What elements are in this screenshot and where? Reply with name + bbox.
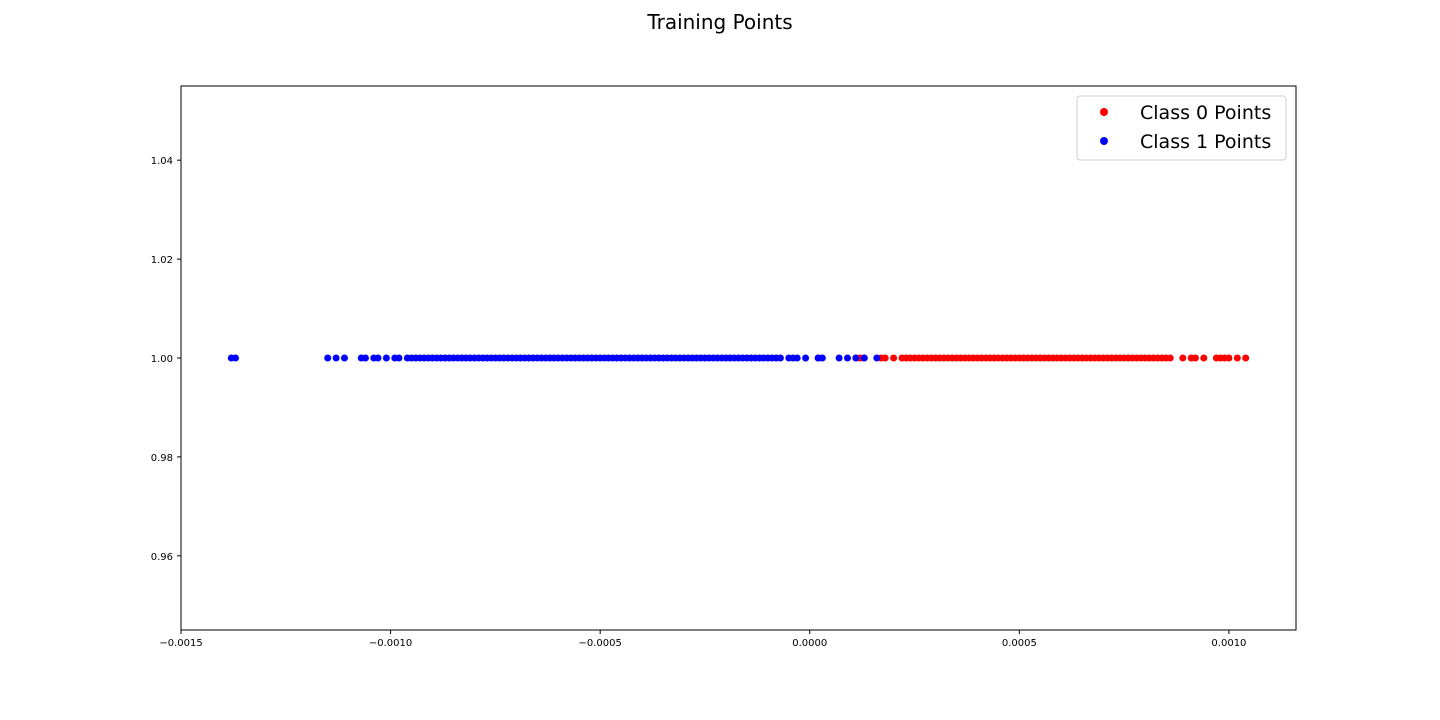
class-1-point (818, 354, 826, 362)
class-1-point (776, 354, 784, 362)
class-0-point (890, 354, 898, 362)
class-1-point (860, 354, 868, 362)
class-1-point (852, 354, 860, 362)
legend-marker-class-0 (1100, 108, 1108, 116)
x-tick-label: −0.0005 (578, 638, 621, 649)
x-tick-label: 0.0000 (792, 638, 827, 649)
plot-area-frame (180, 85, 1297, 631)
class-1-point (873, 354, 881, 362)
y-tick-label: 0.98 (151, 453, 173, 464)
class-1-point (374, 354, 382, 362)
class-1-point (793, 354, 801, 362)
class-1-point (332, 354, 340, 362)
data-points (227, 354, 1250, 362)
class-1-point (231, 354, 239, 362)
class-0-point (881, 354, 889, 362)
class-0-point (1242, 354, 1250, 362)
class-1-point (835, 354, 843, 362)
x-tick-label: −0.0015 (159, 638, 202, 649)
class-1-point (340, 354, 348, 362)
legend-label-class-1: Class 1 Points (1140, 131, 1271, 153)
x-tick-label: 0.0010 (1211, 638, 1246, 649)
y-tick-label: 1.00 (151, 354, 173, 365)
class-1-point (324, 354, 332, 362)
x-tick-label: 0.0005 (1002, 638, 1037, 649)
legend-box (1076, 95, 1287, 161)
class-0-point (1166, 354, 1174, 362)
class-1-point (843, 354, 851, 362)
class-0-point (1191, 354, 1199, 362)
legend-label-class-0: Class 0 Points (1140, 102, 1271, 124)
class-1-point (382, 354, 390, 362)
class-1-point (802, 354, 810, 362)
y-tick-label: 1.04 (151, 156, 173, 167)
legend: Class 0 Points Class 1 Points (1076, 95, 1287, 161)
x-axis: −0.0015 −0.0010 −0.0005 0.0000 0.0005 0.0010 (159, 630, 1246, 649)
class-0-point (1225, 354, 1233, 362)
y-tick-label: 1.02 (151, 255, 173, 266)
class-0-point (1179, 354, 1187, 362)
class-1-point (361, 354, 369, 362)
legend-marker-class-1 (1100, 137, 1108, 145)
class-0-point (1233, 354, 1241, 362)
y-tick-label: 0.96 (151, 552, 173, 563)
class-0-point (1200, 354, 1208, 362)
class-1-point (395, 354, 403, 362)
x-tick-label: −0.0010 (369, 638, 412, 649)
y-axis: 0.96 0.98 1.00 1.02 1.04 (151, 156, 181, 563)
chart-title: Training Points (646, 10, 792, 34)
